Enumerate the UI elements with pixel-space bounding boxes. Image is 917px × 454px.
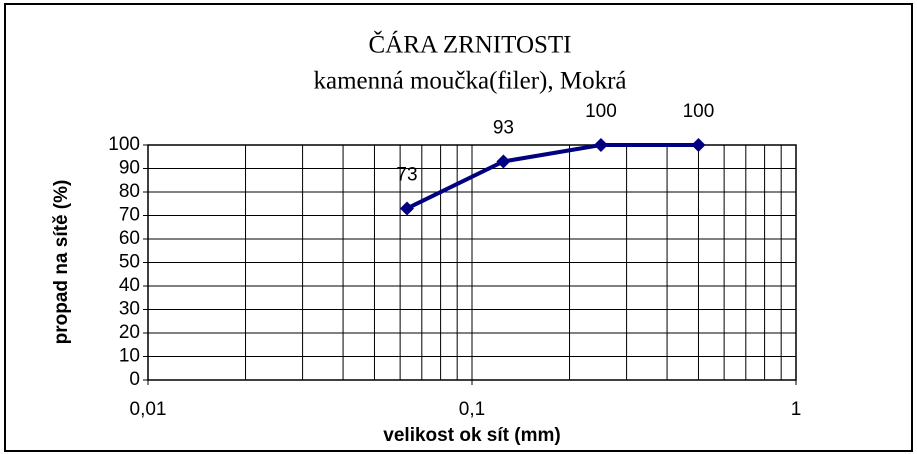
x-tick-label: 0,01 [130,399,167,420]
x-tick-label: 0,1 [459,399,485,420]
y-tick-label: 80 [119,181,140,202]
y-tick-label: 0 [129,369,140,390]
y-tick-label: 40 [119,275,140,296]
x-tick-label: 1 [791,399,802,420]
y-tick-label: 20 [119,322,140,343]
data-label: 73 [396,164,417,185]
y-tick-label: 60 [119,228,140,249]
chart-subtitle: kamenná moučka(filer), Mokrá [313,68,626,95]
y-tick-label: 100 [108,134,140,155]
y-tick-label: 50 [119,252,140,273]
y-tick-label: 70 [119,205,140,226]
y-tick-label: 30 [119,299,140,320]
chart-title: ČÁRA ZRNITOSTI [368,31,571,59]
data-label: 100 [683,101,715,122]
y-tick-label: 10 [119,346,140,367]
data-label: 100 [585,101,617,122]
y-axis-label: propad na sítě (%) [51,180,72,345]
data-point [691,138,706,152]
data-point [496,154,511,169]
data-point [593,138,608,152]
data-label: 93 [493,117,514,138]
data-point [399,201,414,216]
data-line [406,143,699,211]
x-axis-label: velikost ok sít (mm) [383,425,560,446]
y-tick-label: 90 [119,158,140,179]
chart-frame [4,3,913,452]
plot-border [147,144,797,381]
